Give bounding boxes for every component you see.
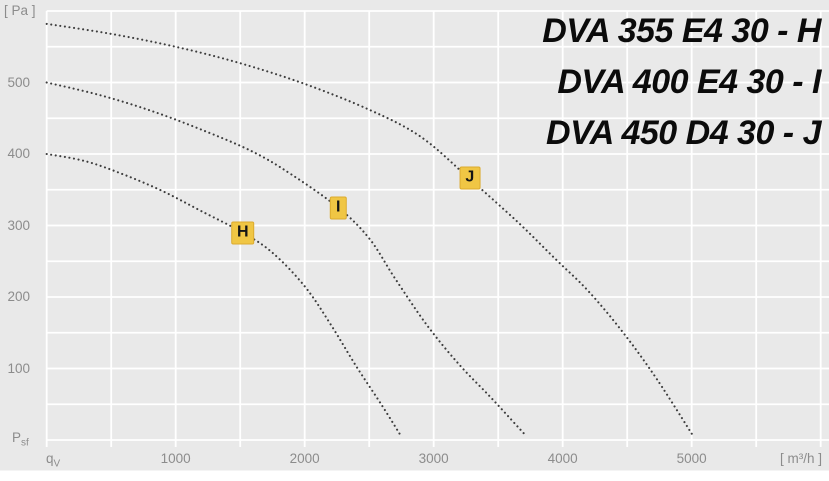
x-axis-unit-label: [ m³/h ]: [779, 451, 822, 466]
y-axis-origin-base: P: [12, 430, 22, 445]
y-tick-label: 500: [7, 74, 30, 90]
y-tick-label: 200: [7, 289, 30, 304]
x-tick-label: 2000: [289, 451, 320, 466]
y-tick-label: 400: [7, 146, 30, 161]
x-axis-variable-base: q: [46, 451, 54, 466]
x-tick-label: 3000: [418, 451, 449, 466]
model-title-list: DVA 355 E4 30 - H DVA 400 E4 30 - I DVA …: [542, 6, 821, 159]
curve-h: [45, 152, 402, 437]
y-axis-unit-label: [ Pa ]: [4, 3, 36, 18]
x-tick-label: 5000: [676, 451, 707, 466]
x-axis-variable-label: qV: [46, 452, 60, 472]
curve-i: [45, 81, 528, 438]
x-tick-label: 1000: [160, 451, 191, 466]
curve-j: [45, 22, 695, 437]
y-tick-label: 100: [7, 360, 30, 376]
curve-point-badge-i: I: [330, 196, 347, 220]
curve-point-badge-j: J: [459, 166, 481, 190]
model-title-i: DVA 400 E4 30 - I: [557, 63, 821, 101]
model-title-h: DVA 355 E4 30 - H: [542, 12, 821, 50]
curve-point-badge-h: H: [230, 221, 255, 245]
x-axis-variable-sub: V: [53, 458, 61, 470]
grid-lines: [45, 10, 829, 447]
y-tick-label: 300: [7, 217, 30, 233]
y-axis-origin-sub: sf: [21, 437, 29, 449]
model-title-j: DVA 450 D4 30 - J: [546, 114, 821, 152]
x-tick-label: 4000: [547, 451, 578, 466]
y-axis-origin-label: Psf: [12, 431, 29, 451]
